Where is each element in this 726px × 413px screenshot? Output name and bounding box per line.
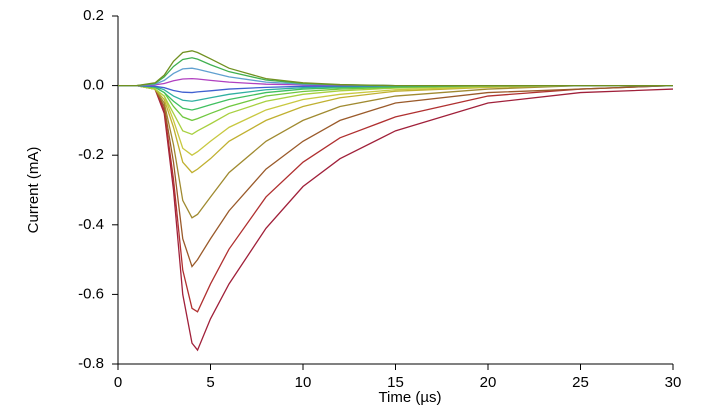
series-line [118,50,673,87]
y-axis-label: Current (mA) [25,147,42,234]
series-line [118,84,674,268]
series-line [118,84,674,352]
x-tick-label: 30 [665,374,682,391]
y-tick-label: -0.4 [78,216,104,233]
x-tick-label: 25 [572,374,589,391]
y-tick-label: 0.2 [83,7,104,24]
series-line [118,84,673,136]
y-tick-label: -0.2 [78,146,104,163]
y-tick-label: -0.6 [78,285,104,302]
x-tick-label: 5 [206,374,214,391]
x-tick-label: 0 [114,374,122,391]
series-line [118,84,673,219]
series-line [118,57,673,87]
x-tick-label: 10 [295,374,312,391]
x-tick-label: 20 [480,374,497,391]
series-line [118,84,674,313]
series-line [118,84,673,174]
x-axis-label: Time (µs) [378,389,441,406]
y-tick-label: -0.8 [78,355,104,372]
y-tick-label: 0.0 [83,77,104,94]
series-line [118,67,673,87]
series-line [118,77,673,87]
x-tick-label: 15 [387,374,404,391]
